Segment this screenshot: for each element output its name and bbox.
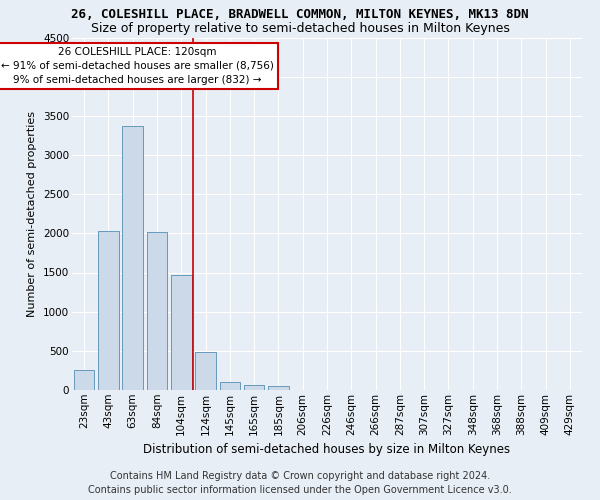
Bar (171, 275, 191, 390)
Text: 26 COLESHILL PLACE: 120sqm
← 91% of semi-detached houses are smaller (8,756)
9% : 26 COLESHILL PLACE: 120sqm ← 91% of semi… (1, 47, 274, 85)
Bar (122, 126, 143, 390)
Bar (268, 386, 289, 390)
Bar (146, 232, 167, 390)
Y-axis label: Number of semi-detached properties: Number of semi-detached properties (28, 111, 37, 317)
Text: Size of property relative to semi-detached houses in Milton Keynes: Size of property relative to semi-detach… (91, 22, 509, 35)
Bar (98, 231, 119, 390)
Text: Contains HM Land Registry data © Crown copyright and database right 2024.
Contai: Contains HM Land Registry data © Crown c… (88, 471, 512, 495)
Text: 26, COLESHILL PLACE, BRADWELL COMMON, MILTON KEYNES, MK13 8DN: 26, COLESHILL PLACE, BRADWELL COMMON, MI… (71, 8, 529, 20)
Bar (244, 386, 265, 390)
X-axis label: Distribution of semi-detached houses by size in Milton Keynes: Distribution of semi-detached houses by … (143, 443, 511, 456)
Bar (74, 370, 94, 390)
Bar (195, 352, 216, 390)
Bar (220, 382, 240, 390)
